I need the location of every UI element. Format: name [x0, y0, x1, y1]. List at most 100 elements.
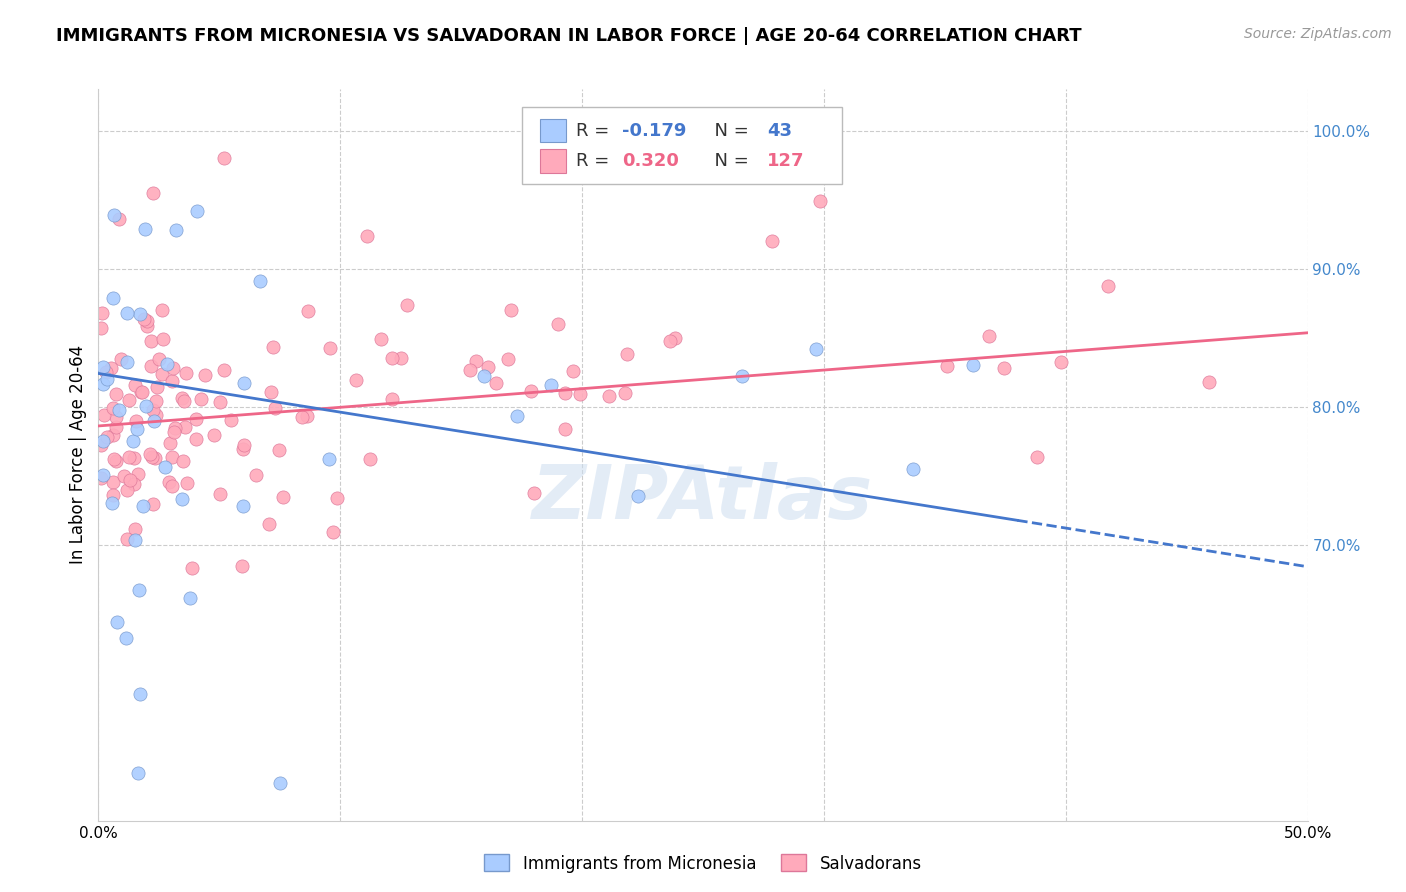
Point	[395, 297, 418, 311]
Point	[547, 317, 569, 331]
Point	[128, 582, 150, 597]
Point	[172, 454, 194, 468]
Point	[139, 447, 162, 461]
Point	[127, 765, 149, 780]
Point	[173, 419, 195, 434]
Point	[122, 434, 145, 448]
Point	[370, 332, 392, 346]
Point	[134, 222, 156, 236]
Point	[519, 384, 541, 398]
Point	[124, 378, 146, 392]
Point	[162, 361, 184, 376]
Point	[344, 373, 367, 387]
Point	[160, 375, 183, 389]
Point	[209, 394, 232, 409]
Point	[172, 491, 194, 506]
Point	[103, 475, 125, 490]
Point	[105, 386, 128, 401]
Point	[176, 476, 198, 491]
Point	[181, 561, 204, 575]
Point	[472, 369, 495, 384]
Point	[125, 414, 148, 428]
Point	[145, 380, 167, 394]
Point	[979, 329, 1001, 343]
Text: ZIPAtlas: ZIPAtlas	[533, 462, 873, 535]
Point	[145, 408, 167, 422]
Point	[808, 194, 831, 209]
Text: R =: R =	[576, 121, 614, 140]
Point	[568, 387, 591, 401]
Point	[104, 420, 127, 434]
Point	[506, 409, 529, 423]
Point	[1198, 375, 1220, 389]
Point	[122, 476, 145, 491]
Point	[249, 274, 271, 288]
Text: N =: N =	[703, 121, 755, 140]
Legend: Immigrants from Micronesia, Salvadorans: Immigrants from Micronesia, Salvadorans	[478, 847, 928, 880]
Point	[962, 358, 984, 372]
Point	[232, 438, 254, 452]
Point	[190, 392, 212, 406]
Point	[110, 351, 132, 366]
Point	[562, 364, 585, 378]
Point	[162, 425, 184, 440]
Point	[540, 377, 562, 392]
Point	[1097, 279, 1119, 293]
Point	[139, 334, 162, 348]
Point	[359, 451, 381, 466]
Point	[295, 409, 318, 424]
Point	[554, 422, 576, 436]
Point	[131, 384, 153, 399]
Point	[96, 372, 118, 386]
Point	[142, 414, 165, 428]
Point	[136, 319, 159, 334]
Text: Source: ZipAtlas.com: Source: ZipAtlas.com	[1244, 27, 1392, 41]
Point	[264, 401, 287, 415]
Point	[156, 357, 179, 371]
Point	[160, 479, 183, 493]
Point	[271, 490, 294, 504]
Point	[124, 533, 146, 548]
Point	[212, 151, 235, 165]
Point	[194, 368, 217, 382]
Point	[325, 491, 347, 506]
Point	[477, 359, 499, 374]
Point	[135, 314, 157, 328]
Point	[152, 332, 174, 346]
Point	[523, 485, 546, 500]
Point	[127, 467, 149, 481]
Point	[103, 401, 125, 415]
Point	[232, 376, 254, 390]
Point	[160, 450, 183, 464]
Point	[103, 208, 125, 222]
Point	[94, 365, 117, 379]
Point	[231, 559, 253, 574]
Point	[101, 496, 124, 510]
Point	[135, 399, 157, 413]
Point	[658, 334, 681, 348]
Point	[936, 359, 959, 373]
Text: R =: R =	[576, 153, 614, 170]
FancyBboxPatch shape	[540, 119, 567, 143]
Point	[105, 410, 128, 425]
Point	[901, 462, 924, 476]
Point	[232, 499, 254, 513]
Point	[616, 347, 638, 361]
Point	[117, 450, 139, 464]
Point	[458, 363, 481, 377]
Point	[356, 228, 378, 243]
Point	[115, 306, 138, 320]
Point	[115, 532, 138, 546]
Point	[145, 393, 167, 408]
Point	[101, 488, 124, 502]
Point	[498, 351, 520, 366]
Point	[132, 499, 155, 513]
Point	[142, 497, 165, 511]
Point	[105, 615, 128, 630]
Point	[101, 428, 124, 442]
Point	[124, 522, 146, 536]
Text: IMMIGRANTS FROM MICRONESIA VS SALVADORAN IN LABOR FORCE | AGE 20-64 CORRELATION : IMMIGRANTS FROM MICRONESIA VS SALVADORAN…	[56, 27, 1081, 45]
Point	[204, 427, 226, 442]
Point	[93, 408, 115, 422]
Point	[232, 442, 254, 456]
